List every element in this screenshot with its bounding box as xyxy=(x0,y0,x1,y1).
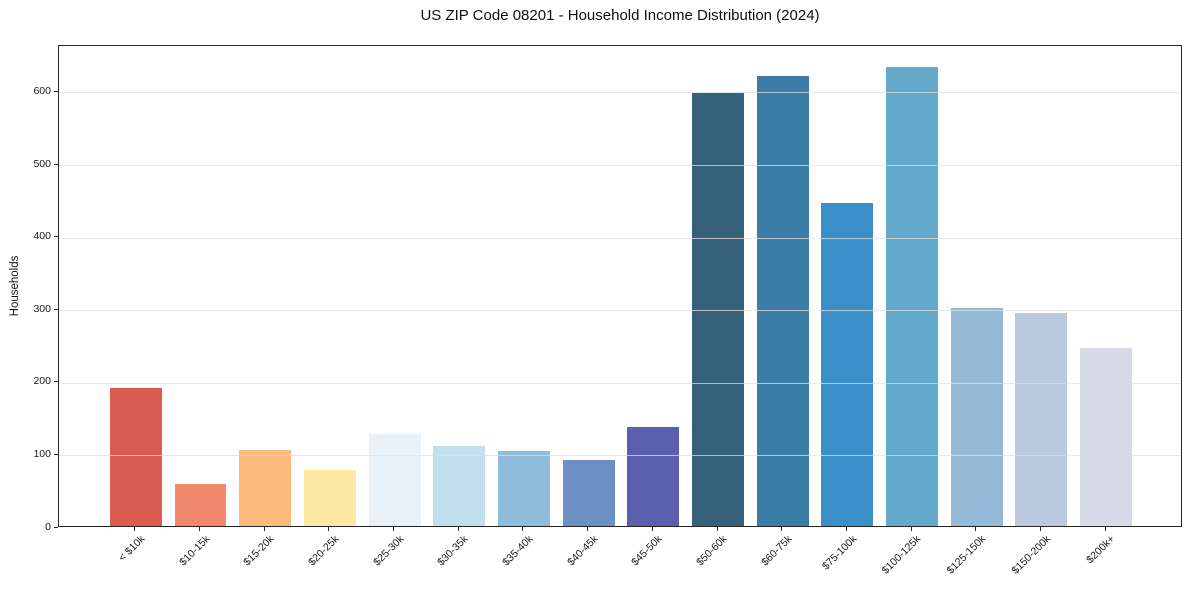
x-tick-label-1: $10-15k xyxy=(176,533,213,569)
bar-10k xyxy=(110,388,162,526)
y-tick-mark-600 xyxy=(54,90,58,92)
gridline-400 xyxy=(59,237,1181,239)
x-tick-label-8: $45-50k xyxy=(629,533,665,569)
bar-75-100k xyxy=(821,202,874,526)
x-tick-label-10: $60-75k xyxy=(758,533,795,569)
bar-30-35k xyxy=(433,446,486,526)
x-tick-label-12: $100-125k xyxy=(879,533,924,577)
y-tick-label-100: 100 xyxy=(33,447,51,460)
x-tick-mark-11 xyxy=(845,527,847,531)
bar-50-60k xyxy=(692,92,744,526)
x-tick-label-6: $35-40k xyxy=(500,533,536,569)
x-tick-mark-3 xyxy=(328,527,330,531)
x-tick-label-7: $40-45k xyxy=(564,533,601,569)
bar-10-15k xyxy=(174,483,227,526)
y-tick-label-500: 500 xyxy=(33,157,51,170)
chart-title: US ZIP Code 08201 - Household Income Dis… xyxy=(420,7,820,24)
x-tick-mark-4 xyxy=(393,527,395,531)
x-tick-label-0: < $10k xyxy=(116,533,148,564)
y-tick-mark-100 xyxy=(54,453,58,455)
x-tick-mark-10 xyxy=(781,527,783,531)
bar-35-40k xyxy=(498,451,550,526)
y-tick-label-600: 600 xyxy=(33,84,51,97)
x-tick-label-13: $125-150k xyxy=(944,533,989,577)
x-tick-mark-15 xyxy=(1104,527,1106,531)
y-tick-label-300: 300 xyxy=(33,302,51,315)
y-tick-mark-400 xyxy=(54,236,58,238)
y-tick-label-400: 400 xyxy=(33,230,51,243)
plot-area xyxy=(58,45,1182,527)
x-tick-mark-6 xyxy=(522,527,524,531)
x-tick-mark-1 xyxy=(199,527,201,531)
gridline-100 xyxy=(59,455,1181,457)
x-tick-mark-0 xyxy=(134,527,136,531)
bar-125-150k xyxy=(950,308,1003,526)
bar-150-200k xyxy=(1015,313,1068,526)
gridline-500 xyxy=(59,165,1181,167)
y-tick-mark-200 xyxy=(54,381,58,383)
x-tick-label-4: $25-30k xyxy=(370,533,407,569)
x-tick-mark-12 xyxy=(910,527,912,531)
y-tick-mark-500 xyxy=(54,163,58,165)
x-tick-mark-5 xyxy=(457,527,459,531)
bar-20-25k xyxy=(304,470,356,526)
y-tick-mark-300 xyxy=(54,308,58,310)
bar-100-125k xyxy=(886,66,938,526)
x-tick-label-3: $20-25k xyxy=(306,533,342,569)
bar-15-20k xyxy=(239,449,292,526)
x-tick-mark-13 xyxy=(975,527,977,531)
x-tick-label-14: $150-200k xyxy=(1009,533,1053,577)
y-tick-mark-0 xyxy=(54,526,58,528)
x-tick-mark-8 xyxy=(651,527,653,531)
x-tick-label-5: $30-35k xyxy=(435,533,471,569)
x-tick-mark-9 xyxy=(716,527,718,531)
x-tick-label-11: $75-100k xyxy=(819,533,859,573)
gridline-600 xyxy=(59,92,1181,94)
bar-25-30k xyxy=(368,433,421,526)
y-tick-label-200: 200 xyxy=(33,375,51,388)
x-tick-label-9: $50-60k xyxy=(694,533,730,569)
x-tick-mark-2 xyxy=(263,527,265,531)
bar-200k+ xyxy=(1080,348,1132,526)
gridline-300 xyxy=(59,310,1181,312)
x-tick-label-2: $15-20k xyxy=(241,533,277,569)
x-tick-mark-7 xyxy=(587,527,589,531)
bar-40-45k xyxy=(562,459,615,526)
y-tick-label-0: 0 xyxy=(45,520,51,533)
x-tick-label-15: $200k+ xyxy=(1084,533,1118,567)
bar-45-50k xyxy=(627,427,680,526)
gridline-200 xyxy=(59,382,1181,384)
x-tick-mark-14 xyxy=(1039,527,1041,531)
bar-60-75k xyxy=(756,75,809,526)
